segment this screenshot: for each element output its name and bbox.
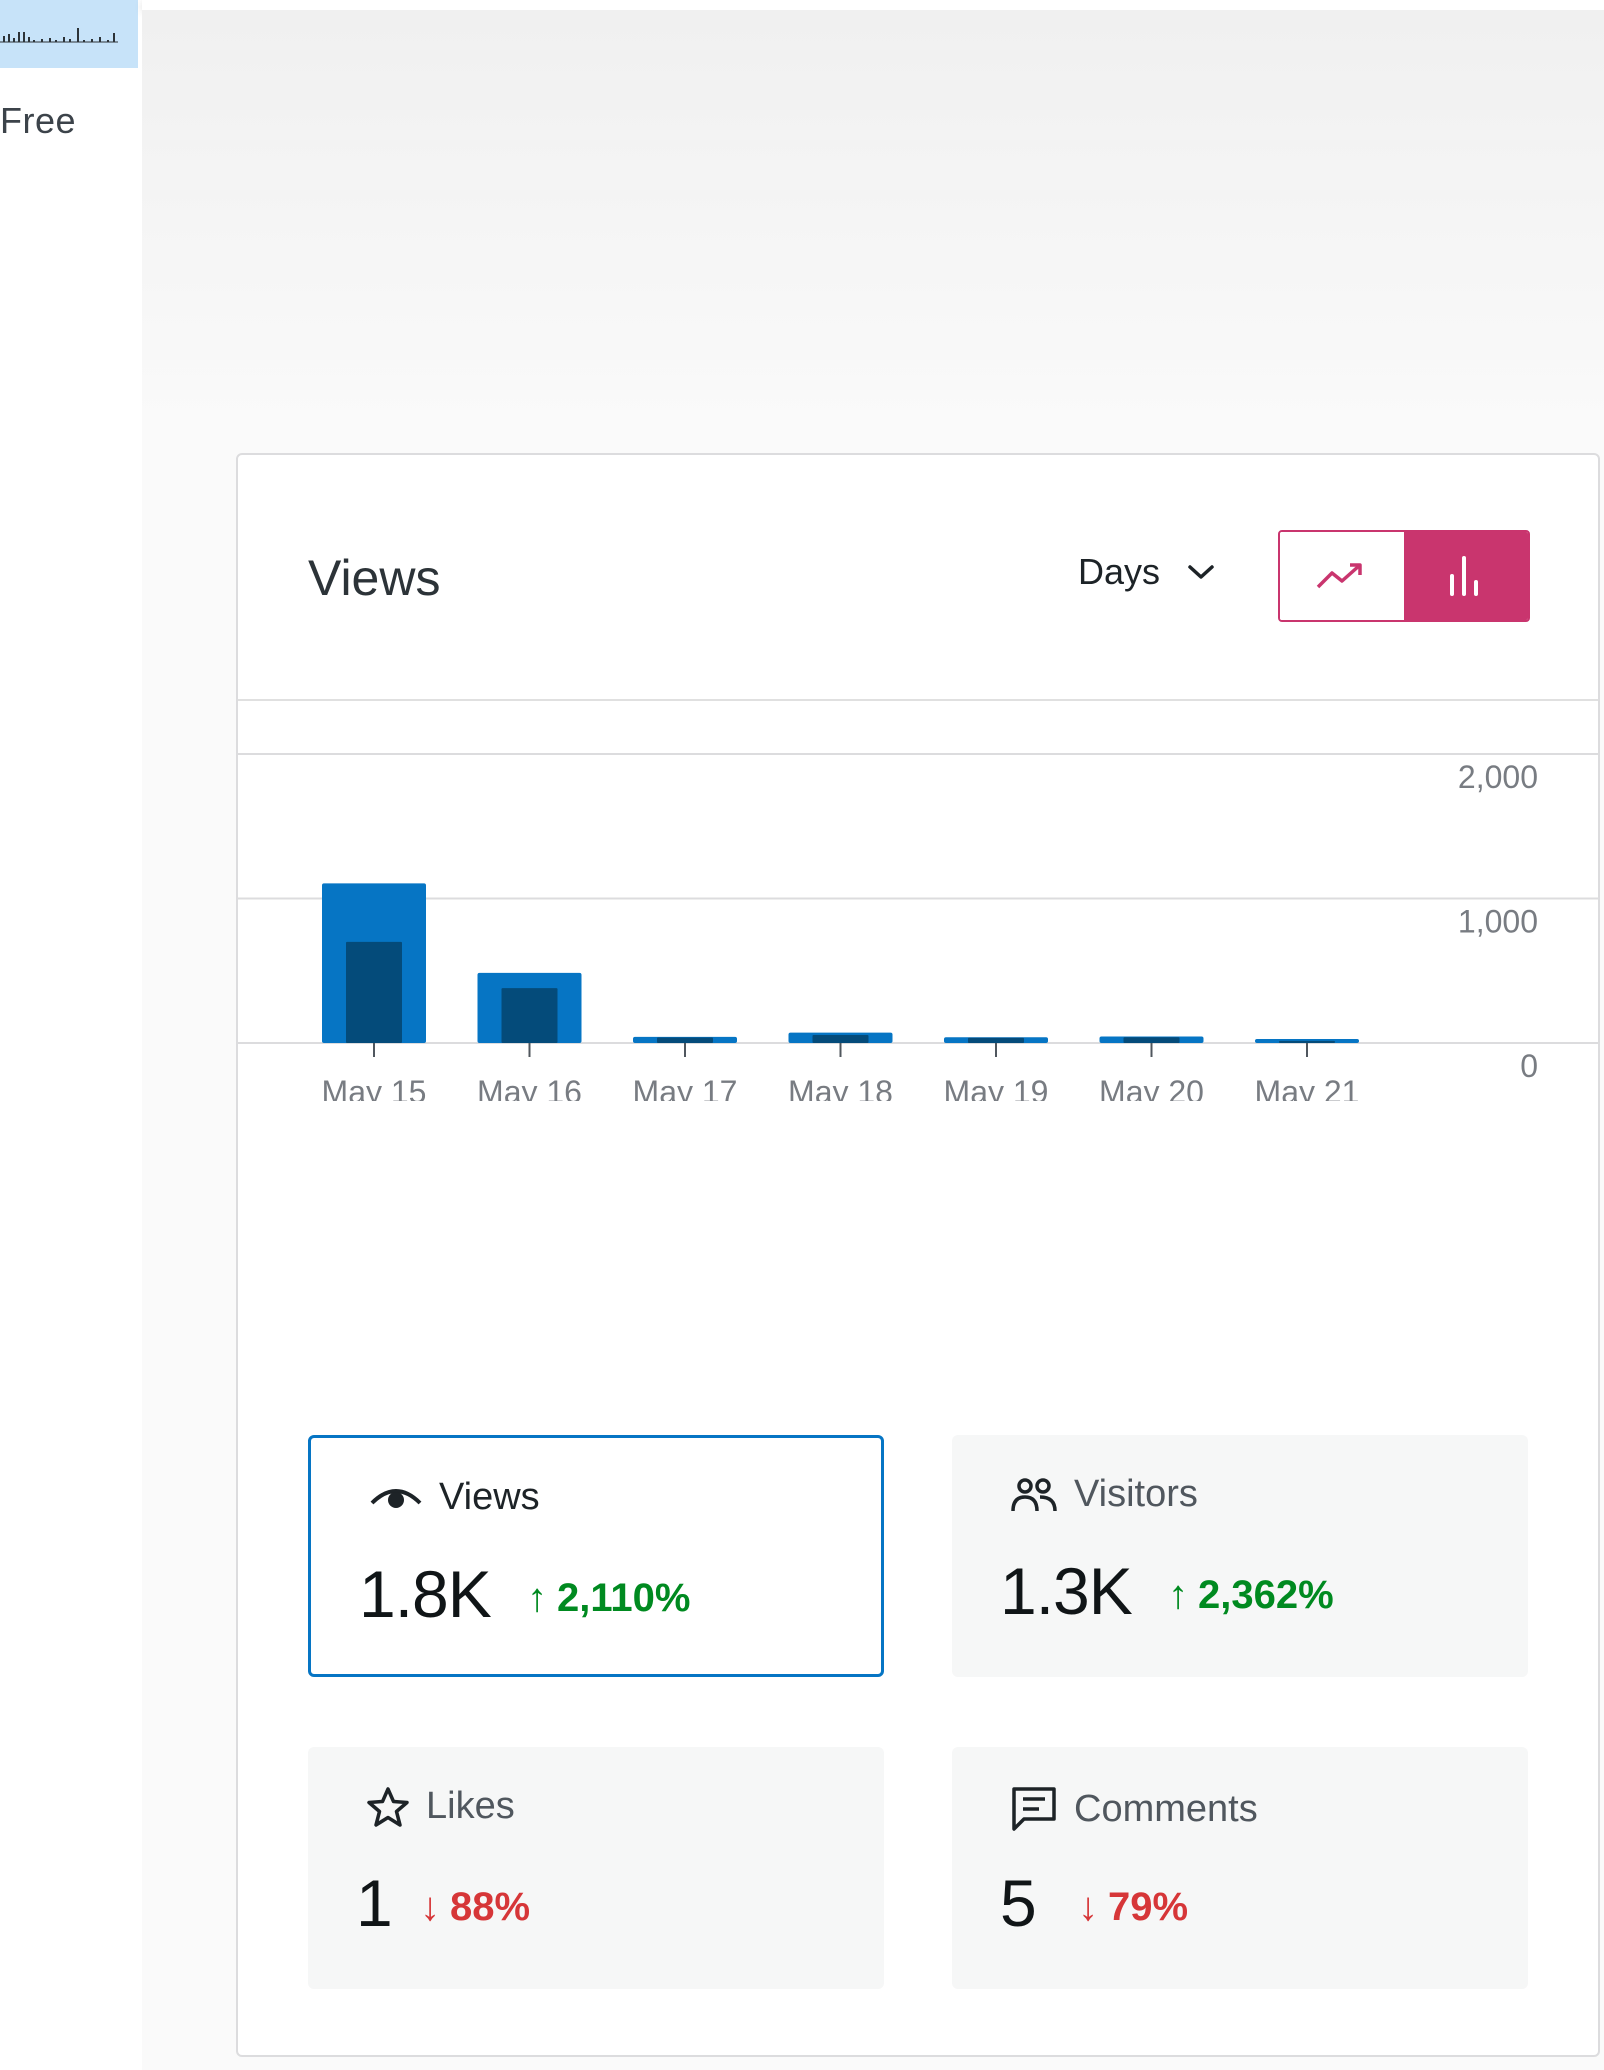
eye-icon [370,1488,422,1508]
line-chart-button[interactable] [1280,532,1404,620]
bar-inner [657,1037,713,1043]
bar-inner [1279,1040,1335,1043]
arrow-up-icon: ↑ [527,1576,547,1620]
stat-card-views[interactable]: Views 1.8K ↑ 2,110% [308,1435,884,1677]
arrow-down-icon: ↓ [1078,1885,1098,1929]
stat-change-value: 79% [1108,1885,1189,1929]
bar-chart-button[interactable] [1404,532,1528,620]
bar-inner [812,1035,869,1043]
stat-label: Likes [426,1785,515,1827]
bar-inner [346,941,402,1043]
sparkline-badge[interactable] [0,0,138,68]
bar-chart-icon [1450,556,1478,596]
x-tick-label: May 21 [1255,1074,1360,1101]
stat-change-value: 2,110% [557,1576,691,1620]
x-tick-label: May 19 [944,1074,1049,1101]
x-tick-label: May 18 [788,1074,893,1101]
chart-type-toggle [1278,530,1530,622]
bar-inner [1123,1037,1180,1043]
comment-icon [1012,1787,1056,1831]
card-divider [238,699,1598,701]
sidebar: Free [0,0,142,2070]
chevron-down-icon [1188,565,1214,579]
bar-inner [501,988,558,1043]
top-bar [142,0,1604,10]
stat-card-comments[interactable]: Comments 5 ↓ 79% [952,1747,1528,1989]
stat-change-value: 88% [450,1885,531,1929]
x-tick-label: May 17 [633,1074,738,1101]
stat-change: ↑ 2,362% [1168,1573,1334,1618]
period-select-label: Days [1078,551,1161,592]
stat-label: Views [439,1476,540,1518]
stat-change: ↑ 2,110% [527,1576,690,1621]
page-background [142,10,1604,430]
y-tick-label: 1,000 [1458,904,1538,940]
stat-value: 1 [356,1866,393,1940]
stat-label: Comments [1074,1787,1258,1830]
sparkline-icon [0,28,118,43]
stat-change: ↓ 79% [1078,1885,1188,1930]
x-tick-label: May 16 [477,1074,582,1101]
stat-value: 1.3K [1000,1554,1133,1628]
arrow-down-icon: ↓ [420,1885,440,1929]
stat-change: ↓ 88% [420,1885,530,1930]
trending-up-icon [1316,563,1362,589]
star-icon [367,1786,409,1827]
views-chart-card: Views Days 2,000 1,000 0 May [236,453,1600,2057]
period-select[interactable]: Days [1078,551,1216,593]
stat-value: 5 [1000,1866,1037,1940]
stat-card-visitors[interactable]: Visitors 1.3K ↑ 2,362% [952,1435,1528,1677]
stat-label: Visitors [1074,1473,1198,1515]
people-icon [1011,1477,1057,1511]
x-tick-label: May 20 [1099,1074,1204,1101]
plan-label: Free [0,100,77,141]
card-title: Views [308,550,441,606]
x-tick-label: May 15 [322,1074,427,1101]
views-bar-chart: 2,000 1,000 0 May 15 May 16 May 17 May 18 May 1… [238,753,1598,1101]
stat-card-likes[interactable]: Likes 1 ↓ 88% [308,1747,884,1989]
bar-inner [968,1037,1024,1043]
stat-change-value: 2,362% [1198,1573,1334,1617]
stat-value: 1.8K [359,1557,492,1631]
arrow-up-icon: ↑ [1168,1573,1188,1617]
y-tick-label: 0 [1520,1048,1538,1084]
y-tick-label: 2,000 [1458,759,1538,795]
